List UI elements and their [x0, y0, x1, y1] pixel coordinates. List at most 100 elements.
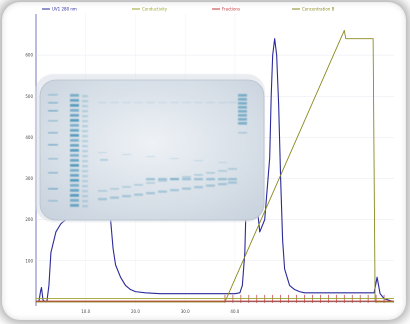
y-tick-label: 300	[25, 176, 33, 181]
gel-band	[82, 165, 88, 168]
gel-band	[82, 170, 88, 173]
gel-band	[82, 120, 88, 123]
gel-band	[70, 144, 79, 147]
gel-band	[194, 178, 203, 181]
gel-band	[218, 178, 227, 181]
series-line-1	[36, 30, 394, 303]
gel-band	[82, 150, 88, 153]
gel-band	[228, 181, 237, 184]
gel-band	[134, 193, 143, 196]
gel-band	[110, 102, 119, 104]
gel-band	[70, 174, 79, 177]
gel-band	[238, 102, 247, 105]
gel-band	[238, 132, 247, 134]
gel-band	[170, 158, 179, 160]
y-tick-label: 500	[25, 94, 33, 99]
chart-frame: UV1 280 nm Conductivity Fractions Concentra…	[2, 2, 406, 320]
gel-band	[158, 178, 167, 181]
gel-band	[70, 94, 79, 97]
gel-band	[70, 204, 79, 207]
gel-band	[238, 114, 247, 117]
gel-band	[48, 200, 58, 202]
gel-band	[70, 139, 79, 142]
gel-band	[48, 94, 58, 96]
gel-band	[122, 102, 131, 104]
gel-band	[134, 102, 143, 104]
gel-band	[122, 186, 131, 188]
gel-band	[70, 199, 79, 202]
gel-band	[170, 102, 179, 104]
gel-band	[70, 184, 79, 187]
gel-band	[182, 178, 191, 181]
gel-band	[158, 190, 167, 193]
gel-electrophoresis-image	[35, 74, 265, 222]
gel-band	[110, 188, 119, 190]
gel-band	[238, 118, 247, 121]
gel-band	[98, 198, 107, 201]
gel-band	[82, 100, 88, 103]
gel-band	[82, 185, 88, 188]
gel-band	[82, 205, 88, 208]
gel-band	[228, 102, 237, 104]
gel-band	[134, 184, 143, 186]
gel-band	[170, 189, 179, 192]
gel-band	[170, 178, 179, 181]
gel-band	[70, 189, 79, 192]
chart-legend: UV1 280 nm Conductivity Fractions Concentra…	[42, 7, 335, 12]
gel-band	[238, 94, 247, 97]
gel-band	[228, 178, 237, 181]
gel-band	[82, 130, 88, 133]
gel-band	[194, 102, 203, 104]
gel-band	[82, 140, 88, 143]
gel-band	[70, 124, 79, 127]
x-tick-label: 40.0	[230, 309, 239, 314]
gel-band	[158, 180, 167, 182]
gel-band	[48, 110, 58, 112]
gel-band	[122, 154, 131, 156]
x-tick-label: 20.0	[131, 309, 140, 314]
gel-band	[48, 172, 58, 174]
gel-band	[70, 114, 79, 117]
gel-band	[70, 179, 79, 182]
gel-band	[182, 102, 191, 104]
gel-band	[48, 158, 58, 160]
gel-band	[70, 104, 79, 107]
gel-band	[98, 190, 107, 192]
gel-band	[70, 129, 79, 132]
gel-band	[218, 183, 227, 186]
legend-label: Conductivity	[142, 7, 168, 12]
chromatogram-chart: UV1 280 nm Conductivity Fractions Concentra…	[25, 7, 395, 314]
gel-band	[98, 152, 107, 154]
gel-band	[82, 135, 88, 138]
gel-band	[82, 105, 88, 108]
gel-band	[238, 98, 247, 101]
gel-band	[82, 190, 88, 193]
gel-band	[218, 170, 227, 172]
gel-band	[70, 134, 79, 137]
gel-band	[70, 194, 79, 197]
gel-band	[206, 172, 215, 174]
gel-band	[82, 115, 88, 118]
gel-band	[122, 195, 131, 198]
gel-band	[206, 102, 215, 104]
gel-band	[206, 178, 215, 181]
gel-band	[238, 122, 247, 125]
gel-band	[82, 175, 88, 178]
gel-band	[194, 174, 203, 176]
gel-band	[70, 159, 79, 162]
x-tick-labels: 10.0 20.0 30.0 40.0	[81, 309, 240, 314]
gel-band	[146, 182, 155, 184]
y-tick-label: 400	[25, 135, 33, 140]
y-tick-label: 200	[25, 217, 33, 222]
gel-band	[218, 162, 227, 164]
gel-band	[70, 119, 79, 122]
gel-band	[194, 186, 203, 189]
gel-band	[98, 102, 107, 104]
gel-band	[82, 200, 88, 203]
y-tick-labels: 100 200 300 400 500 600	[25, 53, 33, 264]
gel-band	[70, 149, 79, 152]
gel-band	[82, 95, 88, 98]
gel-band	[182, 187, 191, 190]
legend-label: Fractions	[222, 7, 240, 12]
